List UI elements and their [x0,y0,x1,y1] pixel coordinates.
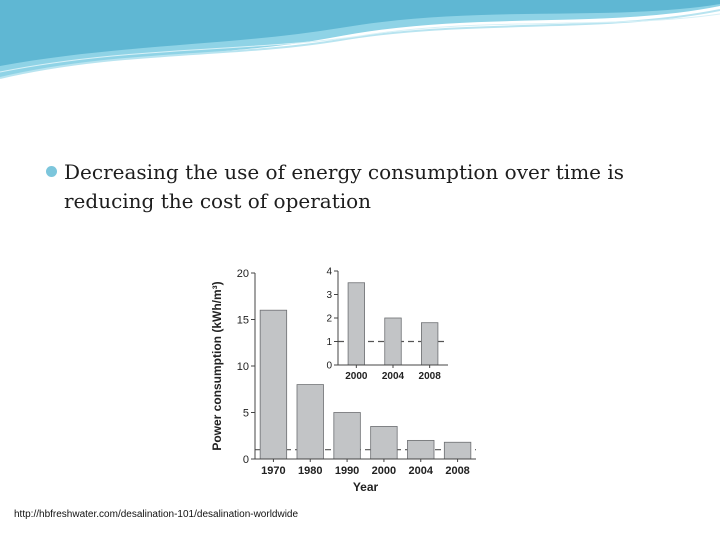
inset-chart-x-tick-label: 2000 [345,371,368,382]
inset-chart-bar [421,322,439,366]
inset-chart: 0 1 2 3 4 2000 2004 2008 [326,267,448,382]
source-url[interactable]: http://hbfreshwater.com/desalination-101… [14,509,299,520]
header-wave-decoration [0,0,720,79]
power-consumption-chart: 0 5 10 15 20 1970 1980 1990 2000 2004 2008 Year Powe… [200,255,490,500]
inset-chart-bar [384,317,402,366]
main-chart-bar [370,426,398,460]
main-chart-x-tick-label: 1970 [261,465,285,477]
inset-chart-bar [347,282,365,366]
bullet-text: Decreasing the use of energy consumption… [64,160,625,213]
inset-chart-y-tick-label: 2 [326,314,332,325]
inset-chart-y-tick-label: 1 [326,337,332,348]
main-chart-y-tick-label: 10 [237,361,249,373]
main-chart-bar [407,439,435,460]
inset-chart-x-tick-label: 2004 [382,371,405,382]
main-chart-bar [296,384,324,460]
main-chart-x-tick-label: 2000 [372,465,396,477]
main-chart-y-tick-label: 0 [243,454,249,466]
main-chart-x-tick-label: 2008 [445,465,469,477]
main-chart-y-axis-label: Power consumption (kWh/m³) [210,281,224,450]
inset-chart-y-tick-label: 4 [326,267,332,278]
main-chart-x-axis-label: Year [353,480,379,494]
main-chart-bar [259,309,288,460]
main-chart-y-tick-label: 15 [237,314,249,326]
inset-chart-y-tick-label: 0 [326,361,332,372]
main-chart-x-tick-label: 1980 [298,465,322,477]
inset-chart-y-tick-label: 3 [326,290,332,301]
main-chart-bar [443,441,472,460]
inset-chart-x-tick-label: 2008 [419,371,442,382]
main-chart-x-tick-label: 1990 [335,465,359,477]
bullet-icon [46,166,57,177]
main-chart-y-tick-label: 20 [237,268,249,280]
main-chart-x-tick-label: 2004 [409,465,434,477]
main-chart-bar [333,412,361,460]
main-chart-y-tick-label: 5 [243,407,249,419]
